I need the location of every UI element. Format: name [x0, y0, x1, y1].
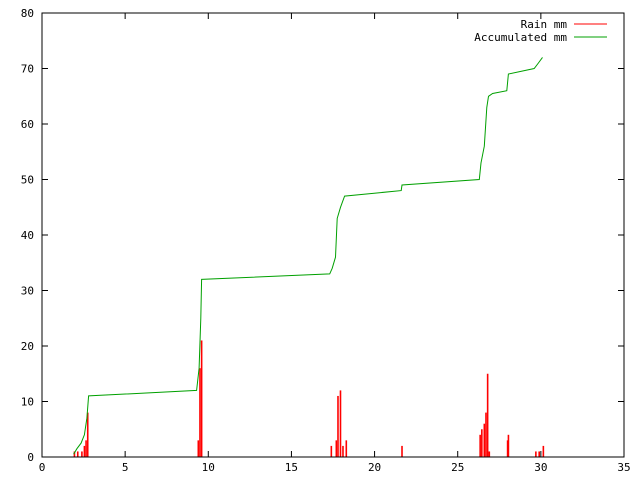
- x-tick-label: 15: [285, 461, 298, 474]
- x-tick-label: 35: [617, 461, 630, 474]
- y-tick-label: 0: [27, 451, 34, 464]
- x-tick-label: 0: [39, 461, 46, 474]
- y-tick-label: 50: [21, 174, 34, 187]
- x-tick-label: 20: [368, 461, 381, 474]
- y-tick-label: 30: [21, 285, 34, 298]
- x-tick-label: 10: [202, 461, 215, 474]
- y-tick-label: 40: [21, 229, 34, 242]
- y-tick-label: 80: [21, 7, 34, 20]
- x-tick-label: 30: [534, 461, 547, 474]
- accumulated-line-layer: [73, 57, 543, 455]
- rain-impulses-layer: [73, 340, 545, 457]
- x-tick-label: 5: [122, 461, 129, 474]
- y-tick-label: 10: [21, 396, 34, 409]
- ticks-layer: 0 5 10 15 20 25 30 35 0 10 20 30 40 50 60 70 80: [21, 7, 631, 474]
- y-tick-label: 20: [21, 340, 34, 353]
- legend-label-rain: Rain mm: [521, 18, 568, 31]
- y-tick-label: 70: [21, 63, 34, 76]
- x-tick-label: 25: [451, 461, 464, 474]
- y-tick-label: 60: [21, 118, 34, 131]
- legend-label-accumulated: Accumulated mm: [474, 31, 567, 44]
- accumulated-series-line: [73, 57, 543, 455]
